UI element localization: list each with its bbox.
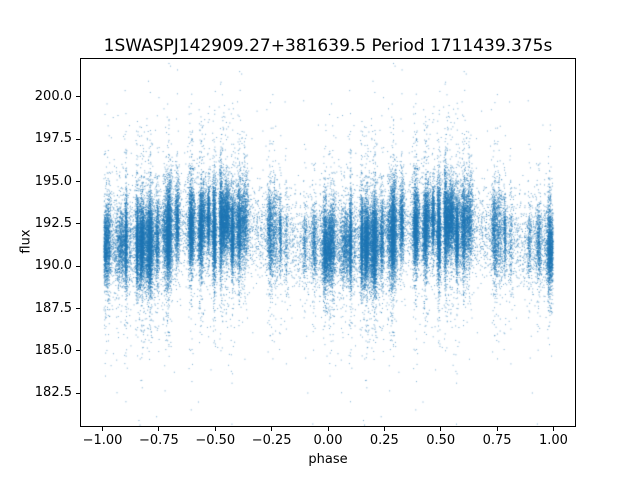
x-tick-mark: [158, 427, 160, 431]
y-axis-label: flux: [18, 229, 34, 254]
y-tick-mark: [76, 392, 80, 394]
x-tick-label: −0.50: [195, 433, 236, 448]
scatter-points-canvas: [81, 59, 575, 426]
y-tick-label: 195.0: [34, 173, 72, 189]
y-tick-label: 197.5: [34, 131, 72, 147]
y-tick-label: 190.0: [34, 258, 72, 274]
x-tick-label: 0.50: [426, 433, 456, 448]
x-tick-mark: [383, 427, 385, 431]
y-tick-mark: [76, 308, 80, 309]
y-tick-mark: [76, 181, 80, 183]
y-tick-mark: [76, 350, 80, 352]
x-tick-label: 1.00: [538, 433, 568, 448]
x-tick-mark: [271, 427, 273, 431]
x-tick-mark: [327, 427, 329, 431]
y-tick-label: 182.5: [34, 385, 72, 401]
x-tick-label: −0.25: [251, 433, 292, 448]
y-tick-label: 192.5: [34, 215, 72, 231]
y-tick-mark: [76, 138, 80, 140]
plot-area: [80, 58, 576, 427]
x-tick-mark: [496, 427, 498, 431]
x-axis-label: phase: [308, 452, 348, 467]
chart-title: 1SWASPJ142909.27+381639.5 Period 1711439…: [103, 36, 553, 56]
x-tick-mark: [440, 427, 442, 431]
y-tick-mark: [76, 96, 80, 98]
y-tick-label: 187.5: [34, 300, 72, 316]
y-tick-label: 185.0: [34, 342, 72, 358]
y-tick-label: 200.0: [34, 88, 72, 104]
x-tick-label: −1.00: [82, 433, 123, 448]
x-tick-label: −0.75: [138, 433, 179, 448]
x-tick-label: 0.25: [369, 433, 399, 448]
x-tick-mark: [552, 427, 554, 431]
y-tick-mark: [76, 223, 80, 225]
x-tick-label: 0.00: [313, 433, 343, 448]
x-tick-label: 0.75: [482, 433, 512, 448]
x-tick-mark: [214, 427, 216, 431]
y-tick-mark: [76, 265, 80, 267]
x-tick-mark: [102, 427, 104, 431]
